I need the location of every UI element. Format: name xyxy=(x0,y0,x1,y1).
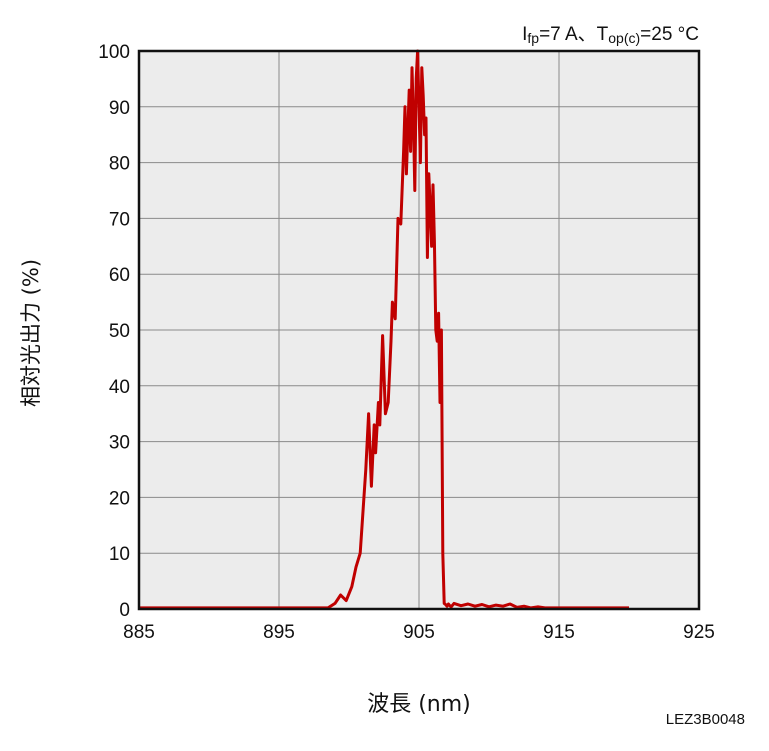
x-tick-label-1: 895 xyxy=(263,622,295,643)
x-tick-labels: 885 895 905 915 925 xyxy=(123,622,715,643)
x-axis-label: 波長 (nm) xyxy=(367,692,471,717)
current-symbol: I xyxy=(522,24,528,45)
x-tick-label-4: 925 xyxy=(683,622,715,643)
x-tick-label-3: 915 xyxy=(543,622,575,643)
y-tick-label-8: 80 xyxy=(109,154,130,175)
y-tick-label-6: 60 xyxy=(109,265,130,286)
y-tick-label-7: 70 xyxy=(109,209,130,230)
y-tick-label-1: 10 xyxy=(109,544,130,565)
y-tick-label-2: 20 xyxy=(109,488,130,509)
y-tick-labels: 0 10 20 30 40 50 60 70 80 90 100 xyxy=(98,42,130,621)
temp-value: =25 °C xyxy=(640,24,699,45)
y-tick-label-0: 0 xyxy=(119,600,130,621)
y-tick-label-5: 50 xyxy=(109,321,130,342)
temp-subscript: op(c) xyxy=(608,30,641,46)
document-code: LEZ3B0048 xyxy=(665,711,745,728)
y-tick-label-10: 100 xyxy=(98,42,130,63)
y-tick-label-3: 30 xyxy=(109,433,130,454)
series-layer xyxy=(139,49,629,610)
measurement-condition: Ifp=7 A、Top(c)=25 °C xyxy=(522,19,699,46)
y-tick-label-9: 90 xyxy=(109,98,130,119)
plot-frame xyxy=(137,49,701,611)
temp-symbol: T xyxy=(596,24,609,45)
y-tick-label-4: 40 xyxy=(109,377,130,398)
series-line-0 xyxy=(139,49,629,610)
current-value: =7 A、 xyxy=(539,24,597,45)
x-tick-label-0: 885 xyxy=(123,622,155,643)
y-axis-label: 相対光出力 (%) xyxy=(19,258,43,408)
current-subscript: fp xyxy=(527,30,540,46)
x-tick-label-2: 905 xyxy=(403,622,435,643)
